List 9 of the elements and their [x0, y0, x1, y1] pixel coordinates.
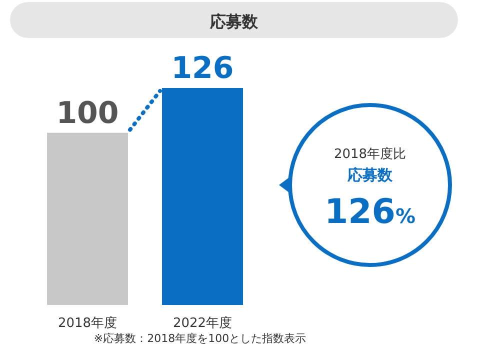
text: 126%: [324, 192, 416, 232]
chart-title: 応募数: [209, 12, 259, 31]
text: ※応募数：2018年度を100とした指数表示: [94, 332, 306, 345]
text: 2018年度比: [334, 146, 406, 162]
text: 応募数: [346, 166, 394, 184]
x-tick-label: 2022年度: [172, 315, 232, 331]
x-tick-label: 2018年度: [58, 315, 118, 331]
data-label: 126: [171, 51, 234, 86]
data-label: 100: [56, 96, 119, 131]
